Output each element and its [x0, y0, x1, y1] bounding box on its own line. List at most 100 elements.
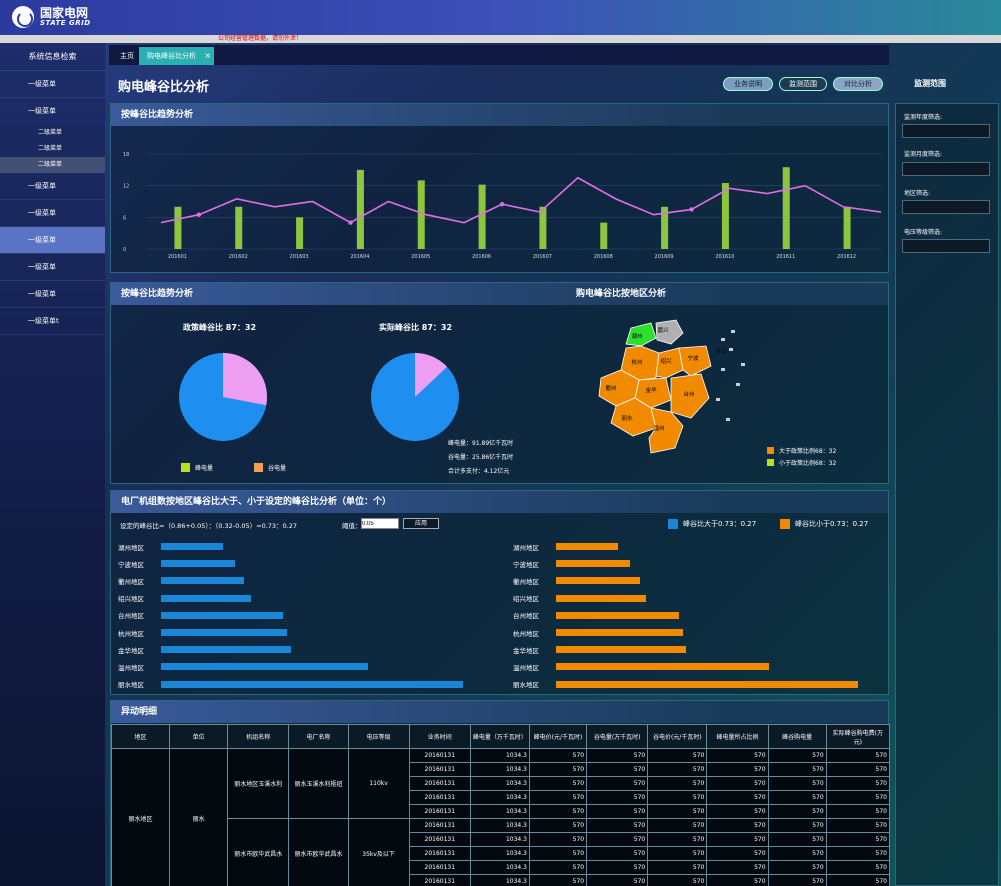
table-header-cell[interactable]: 机组名称	[227, 724, 290, 749]
sidebar-item[interactable]: 一级菜单	[0, 173, 105, 200]
sidebar-subitem[interactable]: 二级菜单	[0, 125, 105, 141]
actual-valley-slice[interactable]	[415, 353, 448, 397]
year-filter-label: 监测年度筛选:	[904, 114, 943, 121]
trend-point[interactable]	[499, 201, 505, 207]
map-region[interactable]	[625, 322, 657, 347]
trend-bar[interactable]	[296, 217, 304, 249]
units-bar[interactable]	[556, 577, 640, 585]
units-bar[interactable]	[556, 543, 618, 550]
legend-label: 小于政策比例68：32	[779, 460, 837, 467]
trend-bar[interactable]	[539, 206, 547, 249]
map-region[interactable]	[648, 407, 684, 454]
voltage-filter-input[interactable]	[902, 239, 990, 253]
trend-bar[interactable]	[478, 184, 486, 249]
trend-bar[interactable]	[356, 169, 364, 249]
units-bar[interactable]	[161, 663, 368, 671]
bar-label: 温州地区	[513, 663, 539, 672]
table-cell: 丽水地区玉溪水利	[227, 748, 290, 819]
table-header-cell[interactable]: 峰电量所占比例	[706, 724, 769, 749]
sidebar-item[interactable]: 一级菜单	[0, 281, 105, 308]
business-desc-button[interactable]: 业务说明	[723, 77, 773, 91]
table-header-cell[interactable]: 电压等级	[347, 724, 410, 749]
map-region-label: 杭州	[631, 358, 642, 366]
sidebar-item[interactable]: 一级菜单	[0, 71, 105, 98]
trend-bar[interactable]	[721, 183, 729, 249]
apply-button[interactable]: 应用	[403, 518, 439, 529]
table-header-cell[interactable]: 地区	[110, 724, 171, 749]
units-bar[interactable]	[556, 611, 679, 619]
table-header-cell[interactable]: 单位	[169, 724, 229, 749]
table-header-cell[interactable]: 峰电价(元/千瓦时)	[528, 724, 588, 749]
units-bar[interactable]	[161, 577, 244, 585]
table-cell: 570	[647, 748, 708, 763]
table-header-cell[interactable]: 业务时间	[408, 724, 471, 749]
tab-current[interactable]: 购电峰谷比分析 ×	[139, 47, 214, 65]
units-bar[interactable]	[161, 629, 287, 636]
legend-swatch	[780, 519, 790, 529]
sidebar-subitem-active[interactable]: 二级菜单	[0, 157, 105, 173]
table-header-cell[interactable]: 电厂名称	[288, 724, 349, 749]
sidebar-item[interactable]: 一级菜单	[0, 254, 105, 281]
voltage-filter-label: 电压等级筛选:	[904, 229, 943, 236]
sidebar-item[interactable]: 一级菜单	[28, 107, 56, 115]
units-bar[interactable]	[556, 680, 858, 688]
table-cell: 570	[706, 748, 769, 763]
trend-bar[interactable]	[600, 222, 608, 249]
trend-point[interactable]	[689, 207, 694, 212]
table-cell: 570	[647, 832, 708, 847]
map-region[interactable]	[670, 373, 710, 419]
table-cell: 1034.3	[469, 874, 530, 886]
table-cell: 570	[586, 846, 649, 861]
sidebar-subitem[interactable]: 二级菜单	[0, 141, 105, 157]
trend-bar[interactable]	[417, 180, 425, 249]
bar-row: 杭州地区	[513, 624, 683, 641]
trend-bar[interactable]	[235, 206, 243, 249]
table-header-cell[interactable]: 实际峰谷购电费(万元)	[825, 724, 891, 749]
table-header-cell[interactable]: 峰谷购电量	[767, 724, 827, 749]
units-bar[interactable]	[161, 560, 235, 568]
threshold-input[interactable]	[361, 518, 399, 529]
units-bar[interactable]	[556, 560, 630, 568]
bar-row: 绍兴地区	[513, 590, 646, 607]
sidebar-item[interactable]: 一级菜单	[0, 200, 105, 227]
map-region[interactable]	[678, 345, 712, 377]
close-icon[interactable]: ×	[204, 51, 211, 60]
table-header-cell[interactable]: 峰电量（万千瓦时）	[469, 724, 530, 749]
units-bar[interactable]	[161, 680, 463, 688]
units-bar[interactable]	[556, 594, 646, 602]
trend-point[interactable]	[196, 212, 202, 217]
legend-swatch	[767, 459, 774, 466]
sidebar-item-active[interactable]: 一级菜单	[0, 227, 105, 254]
map-region[interactable]	[655, 347, 684, 379]
trend-bar[interactable]	[661, 206, 669, 249]
policy-valley-slice[interactable]	[223, 353, 267, 406]
tab-home[interactable]: 主页	[120, 52, 134, 60]
units-bar[interactable]	[161, 611, 283, 619]
units-bar[interactable]	[161, 646, 291, 654]
month-filter-input[interactable]	[902, 162, 990, 176]
map-island	[721, 338, 725, 341]
table-cell: 20160131	[408, 818, 471, 833]
table-header-cell[interactable]: 谷电价(元/千瓦时)	[647, 724, 708, 749]
compare-button[interactable]: 对比分析	[833, 77, 883, 91]
table-cell: 丽水玉溪水利枢纽	[288, 748, 349, 819]
map-region[interactable]	[655, 319, 684, 345]
tab-current-label: 购电峰谷比分析	[147, 52, 196, 60]
table-header-cell[interactable]: 谷电量(万千瓦时)	[586, 724, 649, 749]
table-cell: 570	[825, 846, 891, 861]
units-bar[interactable]	[161, 543, 223, 550]
map-island	[716, 398, 720, 401]
trend-point[interactable]	[348, 220, 353, 225]
trend-bar[interactable]	[174, 206, 182, 249]
table-cell: 570	[767, 776, 827, 791]
units-bar[interactable]	[161, 594, 251, 602]
units-bar[interactable]	[556, 663, 769, 671]
region-filter-input[interactable]	[902, 200, 990, 214]
trend-bar[interactable]	[782, 167, 790, 249]
monitor-range-button[interactable]: 监测范围	[779, 77, 827, 91]
sidebar-item[interactable]: 一级菜单t	[0, 308, 105, 335]
units-bar[interactable]	[556, 629, 683, 636]
units-bar[interactable]	[556, 646, 686, 654]
year-filter-input[interactable]	[902, 124, 990, 138]
trend-bar[interactable]	[843, 206, 851, 249]
